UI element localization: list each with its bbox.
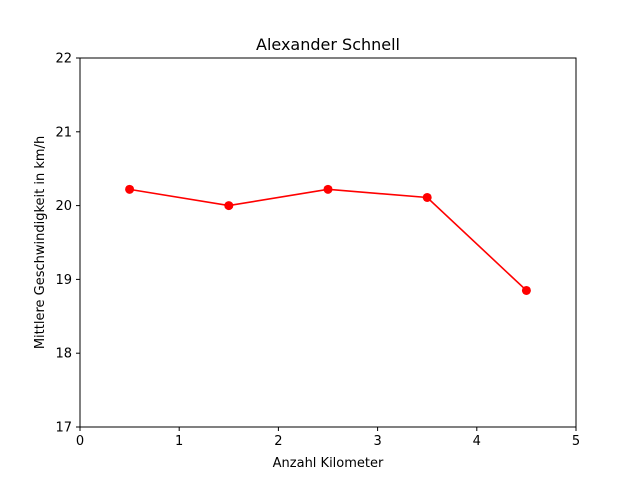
- y-tick-label: 21: [55, 125, 72, 140]
- plot-frame: [79, 57, 577, 428]
- data-point: [422, 192, 432, 202]
- y-axis-ticks: 17 18 19 20 21 22: [55, 52, 80, 436]
- x-tick-label: 3: [373, 434, 381, 449]
- x-axis-label: Anzahl Kilometer: [273, 456, 384, 471]
- data-point: [323, 184, 333, 194]
- plot-area: [80, 58, 576, 427]
- data-point: [125, 184, 135, 194]
- data-point: [224, 201, 234, 211]
- data-point: [521, 285, 531, 295]
- x-tick-label: 2: [274, 434, 282, 449]
- y-tick-label: 18: [55, 347, 72, 362]
- chart-title: Alexander Schnell: [256, 35, 400, 54]
- x-axis-ticks: 0 1 2 3 4 5: [76, 427, 580, 449]
- y-axis-label: Mittlere Geschwindigkeit in km/h: [33, 136, 48, 349]
- y-tick-label: 20: [55, 199, 72, 214]
- y-tick-label: 17: [55, 421, 72, 436]
- y-tick-label: 19: [55, 273, 72, 288]
- x-tick-label: 1: [175, 434, 183, 449]
- x-tick-label: 0: [76, 434, 84, 449]
- x-tick-label: 4: [473, 434, 481, 449]
- y-tick-label: 22: [55, 52, 72, 67]
- x-tick-label: 5: [572, 434, 580, 449]
- series-layer: [125, 184, 531, 295]
